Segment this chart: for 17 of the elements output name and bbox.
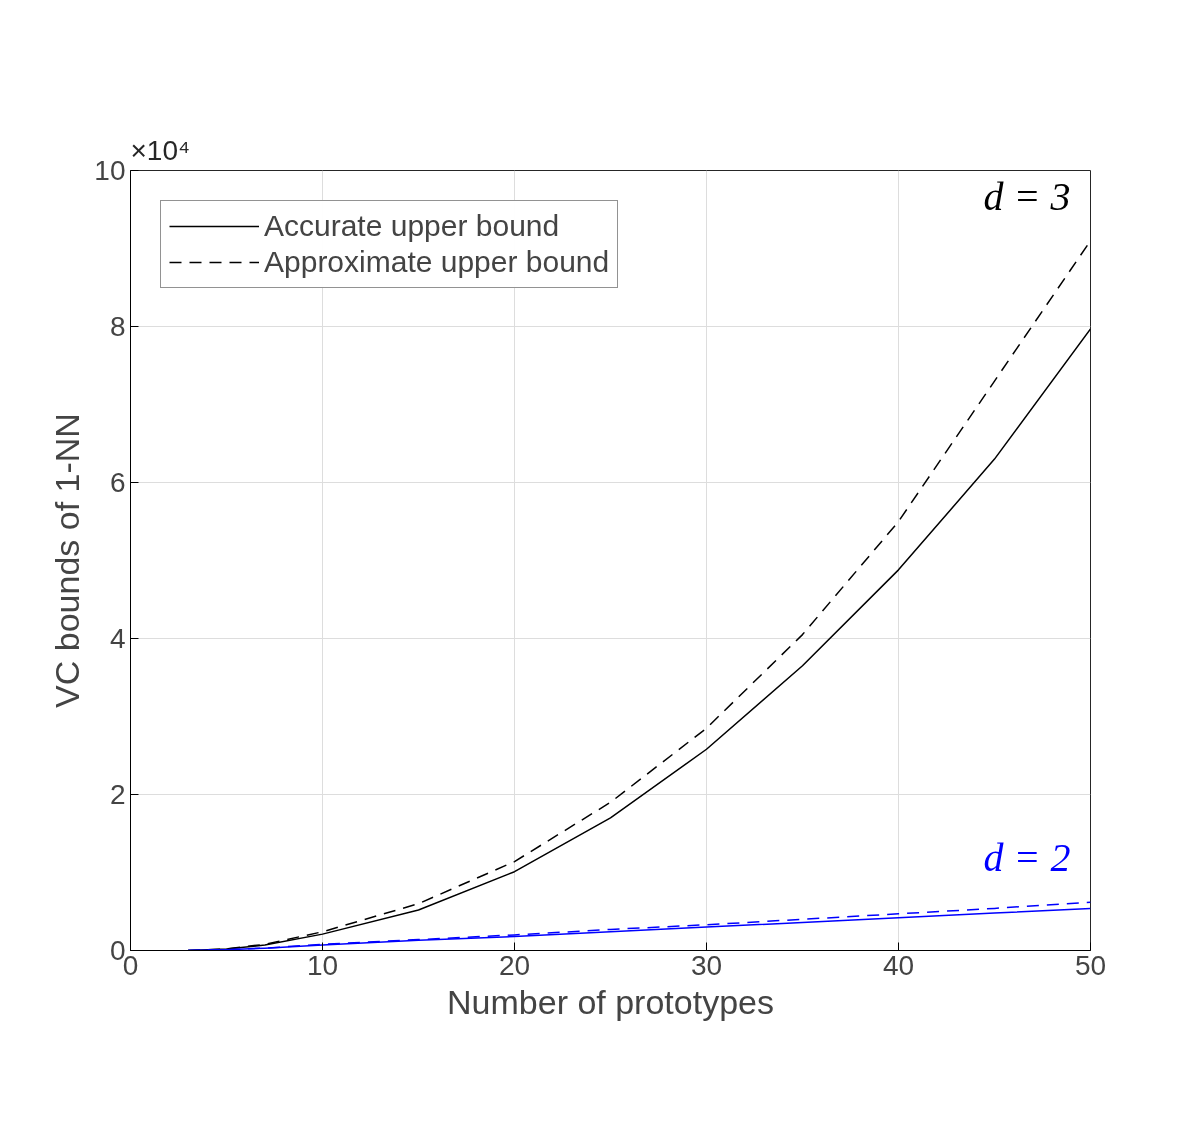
legend-label: Accurate upper bound (264, 209, 560, 243)
x-tick-label: 50 (1074, 949, 1107, 981)
x-tick-label: 40 (882, 949, 915, 981)
x-axis-title: Number of prototypes (447, 982, 774, 1021)
x-tick-label: 30 (690, 949, 723, 981)
legend-label: Approximate upper bound (264, 245, 610, 279)
y-axis-title: VC bounds of 1-NN (48, 413, 87, 708)
x-tick-label: 10 (306, 949, 339, 981)
y-tick-label: 4 (109, 623, 126, 654)
text: ×10⁴ (130, 134, 191, 166)
annotation: d = 3 (983, 173, 1071, 219)
y-tick-label: 2 (109, 779, 126, 810)
x-tick-label: 20 (498, 949, 531, 981)
y-tick-label: 6 (109, 467, 126, 498)
annotation: d = 2 (983, 835, 1071, 881)
y-tick-label: 8 (109, 311, 126, 342)
y-tick-label: 10 (94, 155, 126, 186)
